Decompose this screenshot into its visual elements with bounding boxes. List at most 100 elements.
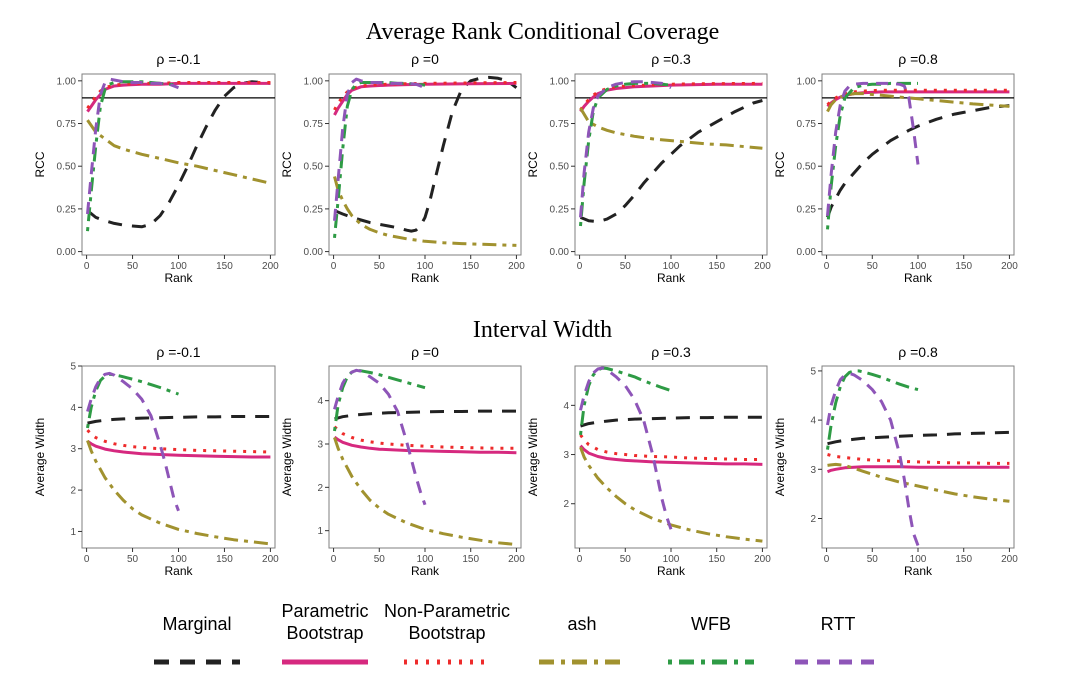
series-line-wfb — [333, 81, 426, 239]
x-tick-label: 0 — [84, 261, 90, 272]
y-tick-label: 0.00 — [550, 247, 570, 258]
x-tick-label: 200 — [508, 261, 525, 272]
y-tick-label: 0.75 — [550, 119, 570, 130]
panel-title: ρ =-0.1 — [156, 344, 200, 360]
x-tick-label: 200 — [754, 261, 771, 272]
x-tick-label: 0 — [331, 554, 337, 565]
panel-4: ρ =0.8 0 50 100 150 200 0.00 0.25 0.50 0.75 1.00 Ra… — [773, 51, 1018, 285]
legend-label-line: ash — [567, 614, 597, 634]
x-tick-label: 150 — [955, 554, 972, 565]
x-tick-label: 50 — [127, 554, 139, 565]
series-line-wfb — [86, 372, 180, 429]
y-tick-label: 3 — [317, 440, 323, 451]
y-tick-label: 2 — [563, 499, 569, 510]
panel-frame — [328, 365, 522, 549]
series-line-non-parametric-bootstrap — [826, 88, 1010, 106]
y-tick-label: 1.00 — [797, 76, 817, 87]
panel-title: ρ =0.3 — [651, 51, 691, 67]
y-tick-label: 4 — [810, 416, 816, 427]
y-tick-label: 5 — [810, 366, 816, 377]
y-tick-label: 0.75 — [304, 119, 324, 130]
series-line-parametric-bootstrap — [86, 440, 271, 459]
x-tick-label: 150 — [462, 554, 479, 565]
x-tick-label: 100 — [663, 261, 680, 272]
x-tick-label: 100 — [663, 554, 680, 565]
y-tick-label: 0.25 — [57, 204, 77, 215]
y-tick-label: 4 — [563, 401, 569, 412]
y-tick-label: 0.75 — [57, 119, 77, 130]
panel-title: ρ =-0.1 — [156, 51, 200, 67]
x-axis-label: Rank — [657, 271, 686, 285]
series-line-rtt — [826, 371, 920, 547]
x-tick-label: 150 — [216, 554, 233, 565]
x-tick-label: 150 — [462, 261, 479, 272]
x-tick-label: 50 — [867, 554, 879, 565]
legend-label-line: WFB — [691, 614, 731, 634]
series-line-ash — [333, 176, 517, 247]
series-line-non-parametric-bootstrap — [827, 453, 1010, 465]
x-tick-label: 50 — [867, 261, 879, 272]
x-tick-label: 50 — [374, 261, 386, 272]
y-tick-label: 0.50 — [797, 162, 817, 173]
legend-label-line: Non-Parametric — [383, 601, 511, 621]
y-axis-label: Average Width — [526, 418, 540, 497]
section-title-width: Interval Width — [472, 317, 613, 343]
x-axis-label: Rank — [164, 271, 193, 285]
x-tick-label: 150 — [955, 261, 972, 272]
y-tick-label: 0.25 — [550, 204, 570, 215]
legend-label-line: Parametric — [281, 601, 369, 621]
legend-label-parametric-bootstrap: Parametric Bootstrap — [245, 600, 405, 644]
y-tick-label: 1 — [317, 526, 323, 537]
x-tick-label: 150 — [708, 261, 725, 272]
panel-frame — [81, 73, 276, 256]
y-tick-label: 1.00 — [550, 76, 570, 87]
series-line-parametric-bootstrap — [333, 435, 517, 455]
series-line-rtt — [579, 366, 673, 530]
x-tick-label: 0 — [84, 554, 90, 565]
series-line-ash — [579, 446, 763, 543]
x-tick-label: 100 — [910, 261, 927, 272]
y-tick-label: 2 — [810, 514, 816, 525]
x-axis-label: Rank — [164, 564, 193, 578]
panel-title: ρ =0.8 — [898, 344, 938, 360]
series-line-marginal — [86, 80, 271, 229]
series-line-rtt — [86, 371, 180, 512]
panel-3: ρ =0.3 0 50 100 150 200 0.00 0.25 0.50 0.75 1.00 Ra… — [526, 51, 771, 285]
legend-label-non-parametric-bootstrap: Non-Parametric Bootstrap — [367, 600, 527, 644]
panel-frame — [574, 73, 768, 256]
y-tick-label: 0.25 — [304, 204, 324, 215]
y-axis-label: Average Width — [33, 418, 47, 497]
panel-title: ρ =0 — [411, 344, 439, 360]
y-tick-label: 1 — [70, 527, 76, 538]
legend-label-line: RTT — [820, 614, 856, 634]
legend-label-line: Bootstrap — [286, 623, 364, 643]
series-line-ash — [86, 439, 271, 546]
x-tick-label: 100 — [417, 261, 434, 272]
panel-1: ρ =-0.1 0 50 100 150 200 0.00 0.25 0.50 0.75 1.00 R… — [33, 51, 279, 285]
x-tick-label: 0 — [577, 554, 583, 565]
legend-label-marginal: Marginal — [117, 613, 277, 635]
y-tick-label: 0.00 — [797, 247, 817, 258]
panel-6: ρ =0 0 50 100 150 200 1 2 3 4 Rank Average Width — [280, 344, 525, 578]
y-axis-label: RCC — [280, 151, 294, 177]
series-line-marginal — [333, 75, 518, 233]
panel-title: ρ =0.8 — [898, 51, 938, 67]
y-tick-label: 2 — [317, 483, 323, 494]
y-tick-label: 3 — [70, 444, 76, 455]
x-tick-label: 200 — [508, 554, 525, 565]
x-tick-label: 50 — [127, 261, 139, 272]
series-line-rtt — [579, 80, 672, 218]
x-axis-label: Rank — [411, 564, 440, 578]
series-line-non-parametric-bootstrap — [579, 81, 763, 111]
y-tick-label: 2 — [70, 486, 76, 497]
y-tick-label: 0.50 — [550, 162, 570, 173]
y-tick-label: 0.50 — [57, 162, 77, 173]
section-title-coverage: Average Rank Conditional Coverage — [365, 19, 720, 45]
x-tick-label: 50 — [374, 554, 386, 565]
x-axis-label: Rank — [657, 564, 686, 578]
y-tick-label: 5 — [70, 362, 76, 373]
series-line-rtt — [826, 81, 920, 216]
y-tick-label: 4 — [70, 403, 76, 414]
panel-5: ρ =-0.1 0 50 100 150 200 1 2 3 4 5 Rank Average Widt… — [33, 344, 279, 578]
y-tick-label: 3 — [810, 465, 816, 476]
